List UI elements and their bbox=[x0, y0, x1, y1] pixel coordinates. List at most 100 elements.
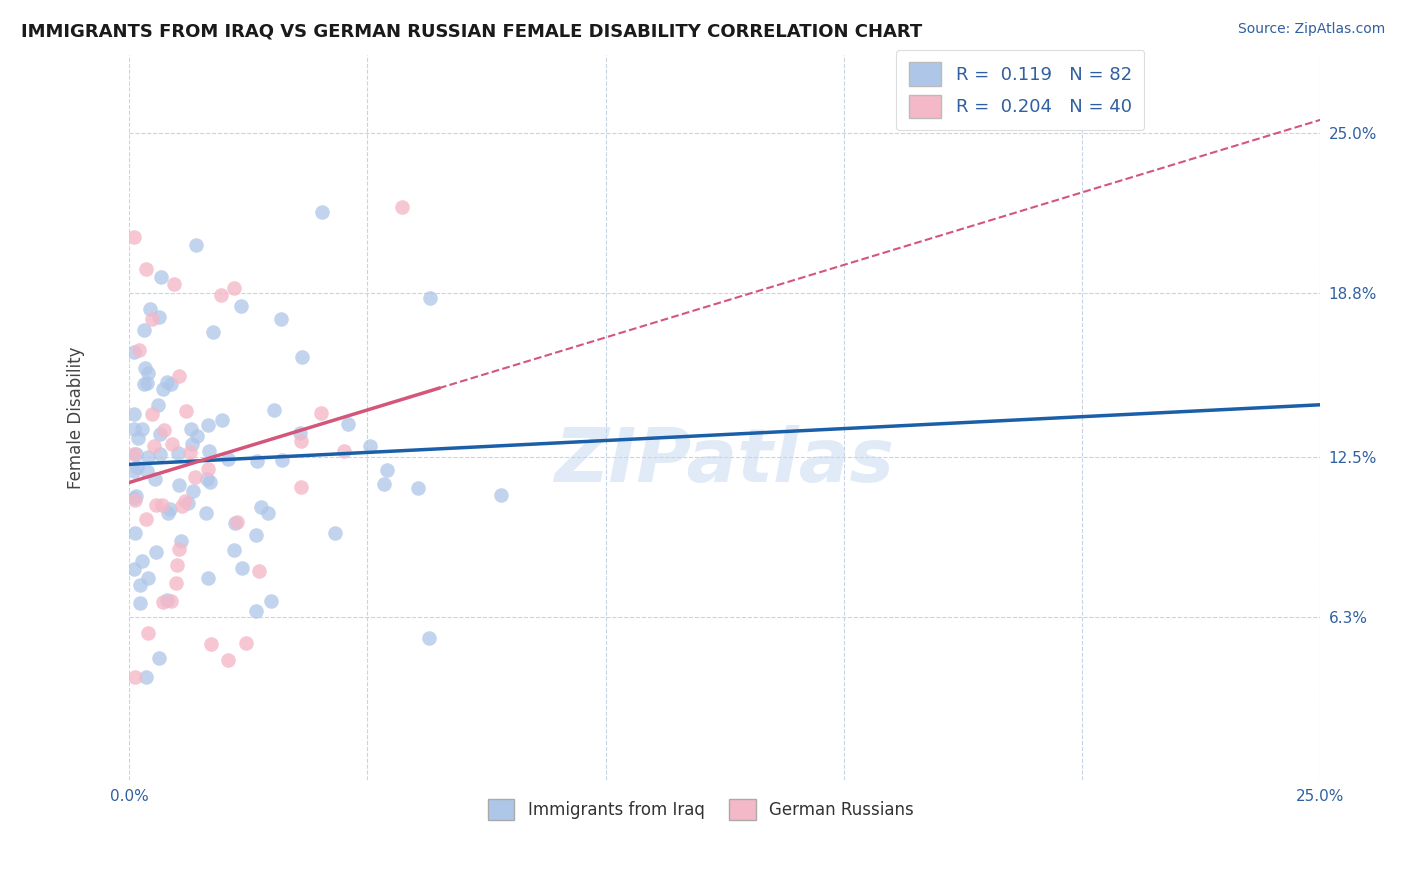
Point bbox=[167, 478, 190, 492]
Point bbox=[195, 506, 218, 520]
Point bbox=[122, 344, 145, 359]
Point bbox=[131, 554, 153, 568]
Point bbox=[163, 277, 186, 291]
Point bbox=[186, 238, 208, 252]
Point bbox=[141, 407, 163, 421]
Point bbox=[271, 453, 294, 467]
Point bbox=[231, 560, 253, 574]
Point bbox=[143, 472, 166, 486]
Point bbox=[122, 446, 145, 460]
Point bbox=[149, 447, 172, 461]
Point bbox=[245, 528, 267, 542]
Point bbox=[127, 431, 149, 445]
Point bbox=[122, 229, 145, 244]
Point bbox=[197, 571, 219, 585]
Point bbox=[181, 483, 204, 498]
Point bbox=[142, 439, 165, 453]
Point bbox=[124, 526, 146, 541]
Point bbox=[159, 594, 181, 608]
Point bbox=[197, 472, 219, 486]
Point bbox=[209, 288, 232, 302]
Point bbox=[198, 443, 221, 458]
Point bbox=[167, 368, 190, 383]
Point bbox=[157, 507, 180, 521]
Point bbox=[291, 350, 314, 364]
Point bbox=[222, 281, 245, 295]
Point bbox=[170, 534, 193, 549]
Point bbox=[323, 526, 346, 541]
Point bbox=[124, 464, 146, 478]
Point bbox=[129, 596, 152, 610]
Point bbox=[135, 376, 157, 390]
Point bbox=[138, 366, 160, 380]
Point bbox=[179, 445, 201, 459]
Point bbox=[489, 488, 512, 502]
Point bbox=[226, 515, 249, 529]
Point bbox=[309, 406, 332, 420]
Point bbox=[125, 489, 148, 503]
Point bbox=[165, 575, 187, 590]
Point bbox=[247, 564, 270, 578]
Point bbox=[150, 498, 173, 512]
Point bbox=[124, 493, 146, 508]
Point bbox=[311, 205, 333, 219]
Point bbox=[332, 443, 354, 458]
Point bbox=[418, 631, 440, 645]
Point bbox=[127, 460, 149, 475]
Point bbox=[136, 625, 159, 640]
Point bbox=[128, 343, 150, 357]
Point bbox=[408, 482, 430, 496]
Point bbox=[166, 558, 188, 572]
Point bbox=[391, 200, 413, 214]
Point bbox=[246, 453, 269, 467]
Point bbox=[245, 604, 267, 618]
Point bbox=[124, 670, 146, 684]
Point bbox=[174, 403, 197, 417]
Point bbox=[224, 542, 246, 557]
Point bbox=[156, 376, 179, 390]
Point bbox=[359, 439, 381, 453]
Point bbox=[134, 361, 156, 376]
Point bbox=[217, 451, 239, 466]
Point bbox=[270, 311, 292, 326]
Point bbox=[373, 476, 395, 491]
Point bbox=[260, 594, 283, 608]
Point bbox=[125, 447, 148, 461]
Point bbox=[146, 398, 169, 412]
Point bbox=[132, 323, 155, 337]
Point bbox=[156, 593, 179, 607]
Point bbox=[152, 595, 174, 609]
Point bbox=[180, 422, 202, 436]
Point bbox=[159, 502, 181, 516]
Legend: Immigrants from Iraq, German Russians: Immigrants from Iraq, German Russians bbox=[481, 793, 921, 826]
Point bbox=[128, 578, 150, 592]
Point bbox=[135, 512, 157, 526]
Point bbox=[135, 670, 157, 684]
Point bbox=[211, 413, 233, 427]
Point bbox=[200, 475, 222, 489]
Point bbox=[135, 262, 157, 277]
Point bbox=[186, 428, 208, 442]
Point bbox=[290, 434, 312, 448]
Point bbox=[148, 310, 170, 325]
Point bbox=[173, 494, 195, 508]
Point bbox=[172, 500, 194, 514]
Point bbox=[200, 636, 222, 650]
Point bbox=[152, 382, 174, 396]
Point bbox=[290, 480, 312, 494]
Point bbox=[231, 299, 253, 313]
Point bbox=[145, 545, 167, 559]
Point bbox=[235, 636, 257, 650]
Point bbox=[150, 270, 173, 285]
Point bbox=[197, 417, 219, 432]
Point bbox=[141, 312, 163, 326]
Point bbox=[135, 464, 157, 478]
Point bbox=[152, 423, 174, 437]
Point bbox=[250, 500, 273, 515]
Point bbox=[377, 463, 399, 477]
Point bbox=[122, 407, 145, 421]
Text: Female Disability: Female Disability bbox=[66, 346, 84, 489]
Text: IMMIGRANTS FROM IRAQ VS GERMAN RUSSIAN FEMALE DISABILITY CORRELATION CHART: IMMIGRANTS FROM IRAQ VS GERMAN RUSSIAN F… bbox=[21, 22, 922, 40]
Point bbox=[181, 437, 204, 451]
Point bbox=[419, 291, 441, 305]
